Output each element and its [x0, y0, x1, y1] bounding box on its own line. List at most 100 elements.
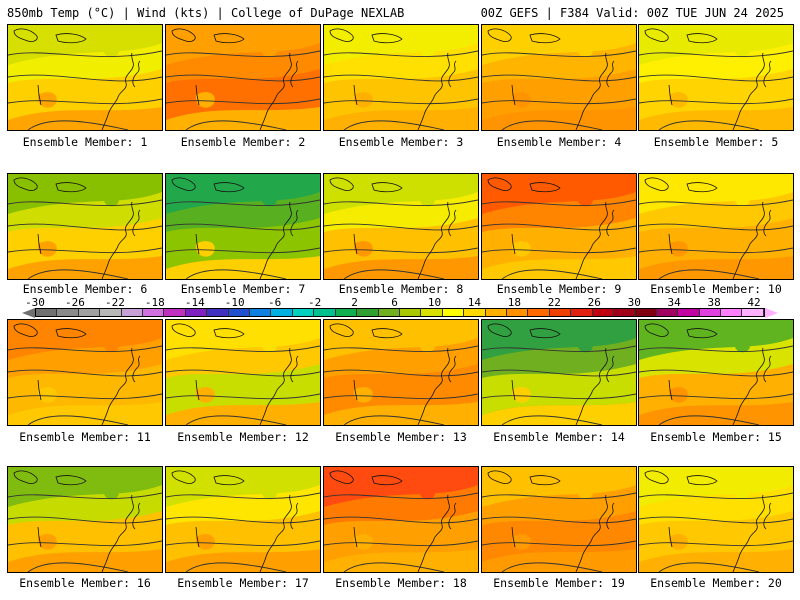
colorbar-tick-label: -10 — [224, 296, 245, 309]
ensemble-member-label: Ensemble Member: 17 — [177, 576, 309, 590]
colorbar-segment — [528, 309, 550, 316]
map-panel — [165, 319, 321, 426]
colorbar-tick-label: 14 — [467, 296, 482, 309]
ensemble-member-label: Ensemble Member: 13 — [335, 430, 467, 444]
colorbar-segment — [121, 309, 144, 316]
colorbar-tick-label: -22 — [104, 296, 125, 309]
header: 850mb Temp (°C) | Wind (kts) | College o… — [0, 0, 800, 24]
colorbar-right-arrow — [765, 308, 778, 318]
colorbar-legend: -30 -26 -22 -18 -14 -10 -6 -2 2 6 10 14 18 22 26 30 34 38… — [0, 296, 800, 322]
temperature-map — [639, 320, 793, 425]
temperature-map — [8, 174, 162, 279]
map-panel — [165, 466, 321, 573]
colorbar-segment — [57, 309, 79, 316]
ensemble-member-label: Ensemble Member: 20 — [650, 576, 782, 590]
colorbar-tick-label: 2 — [351, 296, 358, 309]
map-panel — [7, 173, 163, 280]
temperature-map — [324, 174, 478, 279]
colorbar-tick-label: -26 — [65, 296, 85, 309]
temperature-map — [166, 25, 320, 130]
colorbar-tick-label: -6 — [268, 296, 282, 309]
colorbar-segment — [164, 309, 186, 316]
colorbar-left-arrow — [22, 308, 35, 318]
colorbar-segment — [656, 309, 679, 316]
temperature-map — [324, 467, 478, 572]
colorbar-segment — [442, 309, 465, 316]
colorbar-tick-label: 34 — [667, 296, 681, 309]
colorbar-segment — [592, 309, 614, 316]
ensemble-member-label: Ensemble Member: 18 — [335, 576, 467, 590]
temperature-map — [639, 174, 793, 279]
ensemble-member-label: Ensemble Member: 19 — [493, 576, 625, 590]
colorbar-segment — [635, 309, 657, 316]
colorbar-tick-label: 6 — [391, 296, 398, 309]
ensemble-member-label: Ensemble Member: 4 — [496, 135, 622, 149]
colorbar-segment — [678, 309, 700, 316]
colorbar-tick-label: 22 — [547, 296, 561, 309]
colorbar-segment — [721, 309, 743, 316]
ensemble-member-label: Ensemble Member: 3 — [338, 135, 464, 149]
colorbar-segment — [185, 309, 208, 316]
map-panel — [638, 24, 794, 131]
ensemble-member-label: Ensemble Member: 8 — [338, 282, 464, 296]
temperature-map — [166, 467, 320, 572]
map-panel — [7, 24, 163, 131]
colorbar-segment — [207, 309, 229, 316]
map-panel — [7, 466, 163, 573]
temperature-map — [8, 320, 162, 425]
temperature-map — [324, 25, 478, 130]
colorbar-tick-label: -18 — [144, 296, 165, 309]
map-panel — [323, 319, 479, 426]
map-panel — [7, 319, 163, 426]
colorbar-segment — [742, 309, 764, 316]
colorbar-tick-label: 18 — [507, 296, 521, 309]
colorbar-tick-label: 26 — [587, 296, 601, 309]
map-panel — [638, 173, 794, 280]
colorbar-tick-label: 30 — [627, 296, 641, 309]
temperature-map — [482, 320, 636, 425]
temperature-map — [482, 174, 636, 279]
colorbar-segment — [699, 309, 721, 316]
temperature-map — [324, 320, 478, 425]
colorbar-tick-label: 10 — [427, 296, 442, 309]
map-panel — [323, 173, 479, 280]
colorbar-tick-label: -2 — [308, 296, 322, 309]
temperature-map — [8, 467, 162, 572]
ensemble-member-label: Ensemble Member: 11 — [19, 430, 151, 444]
colorbar — [35, 308, 765, 317]
run-valid-time: 00Z GEFS | F384 Valid: 00Z TUE JUN 24 20… — [480, 6, 784, 20]
ensemble-member-label: Ensemble Member: 6 — [22, 282, 148, 296]
colorbar-segment — [357, 309, 379, 316]
temperature-map — [8, 25, 162, 130]
map-panel — [165, 24, 321, 131]
colorbar-segment — [421, 309, 443, 316]
ensemble-member-label: Ensemble Member: 5 — [653, 135, 779, 149]
map-panel — [323, 24, 479, 131]
colorbar-segment — [250, 309, 272, 316]
ensemble-member-label: Ensemble Member: 9 — [496, 282, 622, 296]
colorbar-segment — [613, 309, 636, 316]
map-panel — [481, 173, 637, 280]
temperature-map — [639, 25, 793, 130]
colorbar-segment — [292, 309, 315, 316]
ensemble-member-label: Ensemble Member: 15 — [650, 430, 782, 444]
temperature-map — [482, 467, 636, 572]
ensemble-member-label: Ensemble Member: 12 — [177, 430, 309, 444]
colorbar-segment — [314, 309, 336, 316]
colorbar-segment — [271, 309, 293, 316]
colorbar-tick-label: -14 — [184, 296, 205, 309]
ensemble-member-label: Ensemble Member: 16 — [19, 576, 151, 590]
ensemble-member-label: Ensemble Member: 10 — [650, 282, 782, 296]
colorbar-segment — [228, 309, 251, 316]
map-panel — [165, 173, 321, 280]
map-panel — [481, 319, 637, 426]
colorbar-segment — [399, 309, 422, 316]
colorbar-segment — [378, 309, 400, 316]
colorbar-segment — [143, 309, 165, 316]
map-panel — [481, 24, 637, 131]
page-title: 850mb Temp (°C) | Wind (kts) | College o… — [7, 6, 405, 20]
temperature-map — [166, 320, 320, 425]
colorbar-segment — [78, 309, 101, 316]
colorbar-tick-label: 42 — [747, 296, 761, 309]
map-panel — [638, 319, 794, 426]
